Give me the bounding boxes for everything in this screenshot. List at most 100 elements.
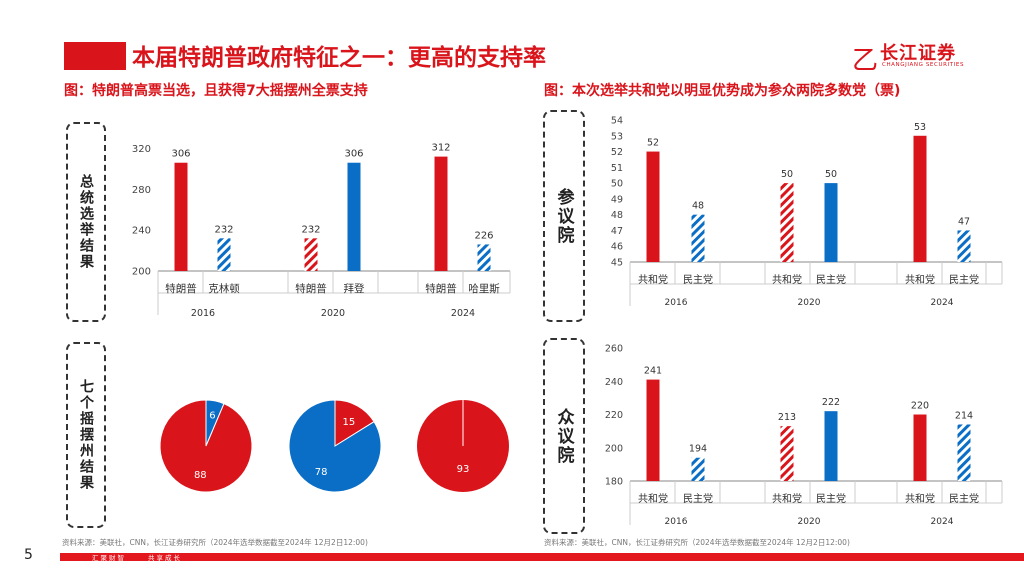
senate-y-tick-label: 46 — [611, 242, 623, 253]
senate-y-tick-label: 47 — [611, 226, 623, 237]
senate-bar-3 — [780, 183, 794, 262]
house-bar-2 — [691, 457, 705, 481]
house-category-label: 民主党 — [949, 492, 979, 505]
electoral-y-tick-label: 240 — [132, 226, 151, 237]
house-category-label: 民主党 — [683, 492, 713, 505]
house-data-label: 241 — [644, 366, 662, 377]
electoral-category-label: 特朗普 — [425, 282, 457, 295]
house-category-label: 共和党 — [772, 492, 802, 505]
label-electoral: 总统选举结果 — [78, 174, 94, 270]
senate-y-tick-label: 52 — [611, 147, 623, 158]
pie-3-label: 93 — [457, 464, 470, 475]
house-bar-1 — [646, 379, 660, 481]
house-category-label: 共和党 — [638, 492, 668, 505]
senate-year-label: 2016 — [665, 298, 688, 308]
title-accent-bar — [64, 42, 126, 70]
senate-category-label: 民主党 — [683, 273, 713, 286]
left-subtitle: 图：特朗普高票当选，且获得7大摇摆州全票支持 — [64, 83, 368, 99]
electoral-category-label: 克林顿 — [208, 282, 240, 295]
senate-bar-2 — [691, 214, 705, 262]
electoral-bar-3 — [304, 238, 318, 271]
electoral-bar-6 — [477, 244, 491, 271]
electoral-category-label: 拜登 — [344, 282, 365, 295]
label-box-electoral: 总统选举结果 — [66, 122, 106, 322]
senate-category-label: 共和党 — [638, 273, 668, 286]
house-data-label: 220 — [911, 401, 929, 412]
senate-category-label: 共和党 — [772, 273, 802, 286]
senate-data-label: 48 — [692, 201, 704, 212]
house-year-label: 2024 — [931, 517, 954, 527]
senate-category-label: 共和党 — [905, 273, 935, 286]
electoral-data-label: 232 — [301, 224, 320, 235]
page-title: 本届特朗普政府特征之一：更高的支持率 — [132, 45, 546, 71]
electoral-year-label: 2016 — [191, 308, 215, 319]
electoral-bar-1 — [174, 162, 188, 271]
electoral-year-label: 2020 — [321, 308, 345, 319]
senate-category-label: 民主党 — [816, 273, 846, 286]
footer-slogan-right: 共享成长 — [148, 554, 182, 562]
senate-y-tick-label: 49 — [611, 194, 623, 205]
electoral-y-tick-label: 200 — [132, 267, 151, 278]
right-subtitle: 图：本次选举共和党以明显优势成为参众两院多数党（票) — [544, 83, 901, 99]
senate-y-tick-label: 53 — [611, 131, 623, 142]
logo-english-name: CHANGJIANG SECURITIES — [882, 62, 965, 68]
senate-bar-4 — [824, 183, 838, 262]
senate-y-tick-label: 51 — [611, 163, 623, 174]
electoral-category-label: 哈里斯 — [468, 282, 500, 295]
house-data-label: 214 — [955, 410, 973, 421]
house-category-label: 民主党 — [816, 492, 846, 505]
senate-category-label: 民主党 — [949, 273, 979, 286]
house-bar-4 — [824, 411, 838, 481]
electoral-bar-4 — [347, 162, 361, 271]
house-category-label: 共和党 — [905, 492, 935, 505]
footer-slogan-left: 汇聚财智 — [92, 554, 126, 562]
pie-1-label: 88 — [194, 470, 207, 481]
electoral-data-label: 306 — [344, 149, 363, 160]
house-data-label: 194 — [689, 444, 707, 455]
label-box-swing: 七个摇摆州结果 — [66, 342, 106, 528]
company-logo: 乙 长江证券 CHANGJIANG SECURITIES — [852, 38, 972, 76]
electoral-bar-5 — [434, 156, 448, 271]
label-senate: 参议院 — [553, 187, 574, 245]
senate-year-label: 2020 — [798, 298, 821, 308]
senate-y-tick-label: 48 — [611, 210, 623, 221]
senate-data-label: 53 — [914, 122, 926, 133]
senate-bar-5 — [913, 135, 927, 262]
electoral-data-label: 306 — [171, 149, 190, 160]
electoral-data-label: 232 — [214, 224, 233, 235]
house-y-tick-label: 260 — [605, 344, 623, 355]
electoral-y-tick-label: 320 — [132, 144, 151, 155]
senate-data-label: 52 — [647, 138, 659, 149]
electoral-y-tick-label: 280 — [132, 185, 151, 196]
house-data-label: 213 — [778, 412, 796, 423]
house-y-tick-label: 220 — [605, 410, 623, 421]
pie-2-label: 15 — [342, 417, 355, 428]
logo-name: 长江证券 — [880, 43, 956, 64]
page-number: 5 — [24, 547, 33, 563]
house-bar-3 — [780, 426, 794, 481]
house-bar-6 — [957, 424, 971, 481]
label-box-senate: 参议院 — [543, 110, 585, 322]
footer-bar — [60, 553, 1024, 561]
label-house: 众议院 — [553, 407, 574, 465]
senate-y-tick-label: 45 — [611, 258, 623, 269]
senate-y-tick-label: 54 — [611, 116, 623, 127]
label-box-house: 众议院 — [543, 338, 585, 534]
right-source-note: 资料来源：美联社，CNN，长江证券研究所（2024年选举数据截至2024年 12… — [544, 538, 850, 547]
house-y-tick-label: 240 — [605, 377, 623, 388]
electoral-year-label: 2024 — [451, 308, 475, 319]
house-year-label: 2016 — [665, 517, 688, 527]
pie-1-label: 6 — [209, 410, 215, 421]
electoral-category-label: 特朗普 — [295, 282, 327, 295]
pie-2-slice-1 — [334, 399, 375, 447]
electoral-data-label: 312 — [431, 143, 450, 154]
pie-1-slice-2 — [159, 399, 253, 493]
senate-bar-1 — [646, 151, 660, 262]
pie-2-slice-2 — [288, 399, 382, 493]
house-y-tick-label: 180 — [605, 477, 623, 488]
senate-year-label: 2024 — [931, 298, 954, 308]
electoral-data-label: 226 — [474, 230, 493, 241]
senate-data-label: 50 — [825, 169, 837, 180]
senate-y-tick-label: 50 — [611, 179, 623, 190]
